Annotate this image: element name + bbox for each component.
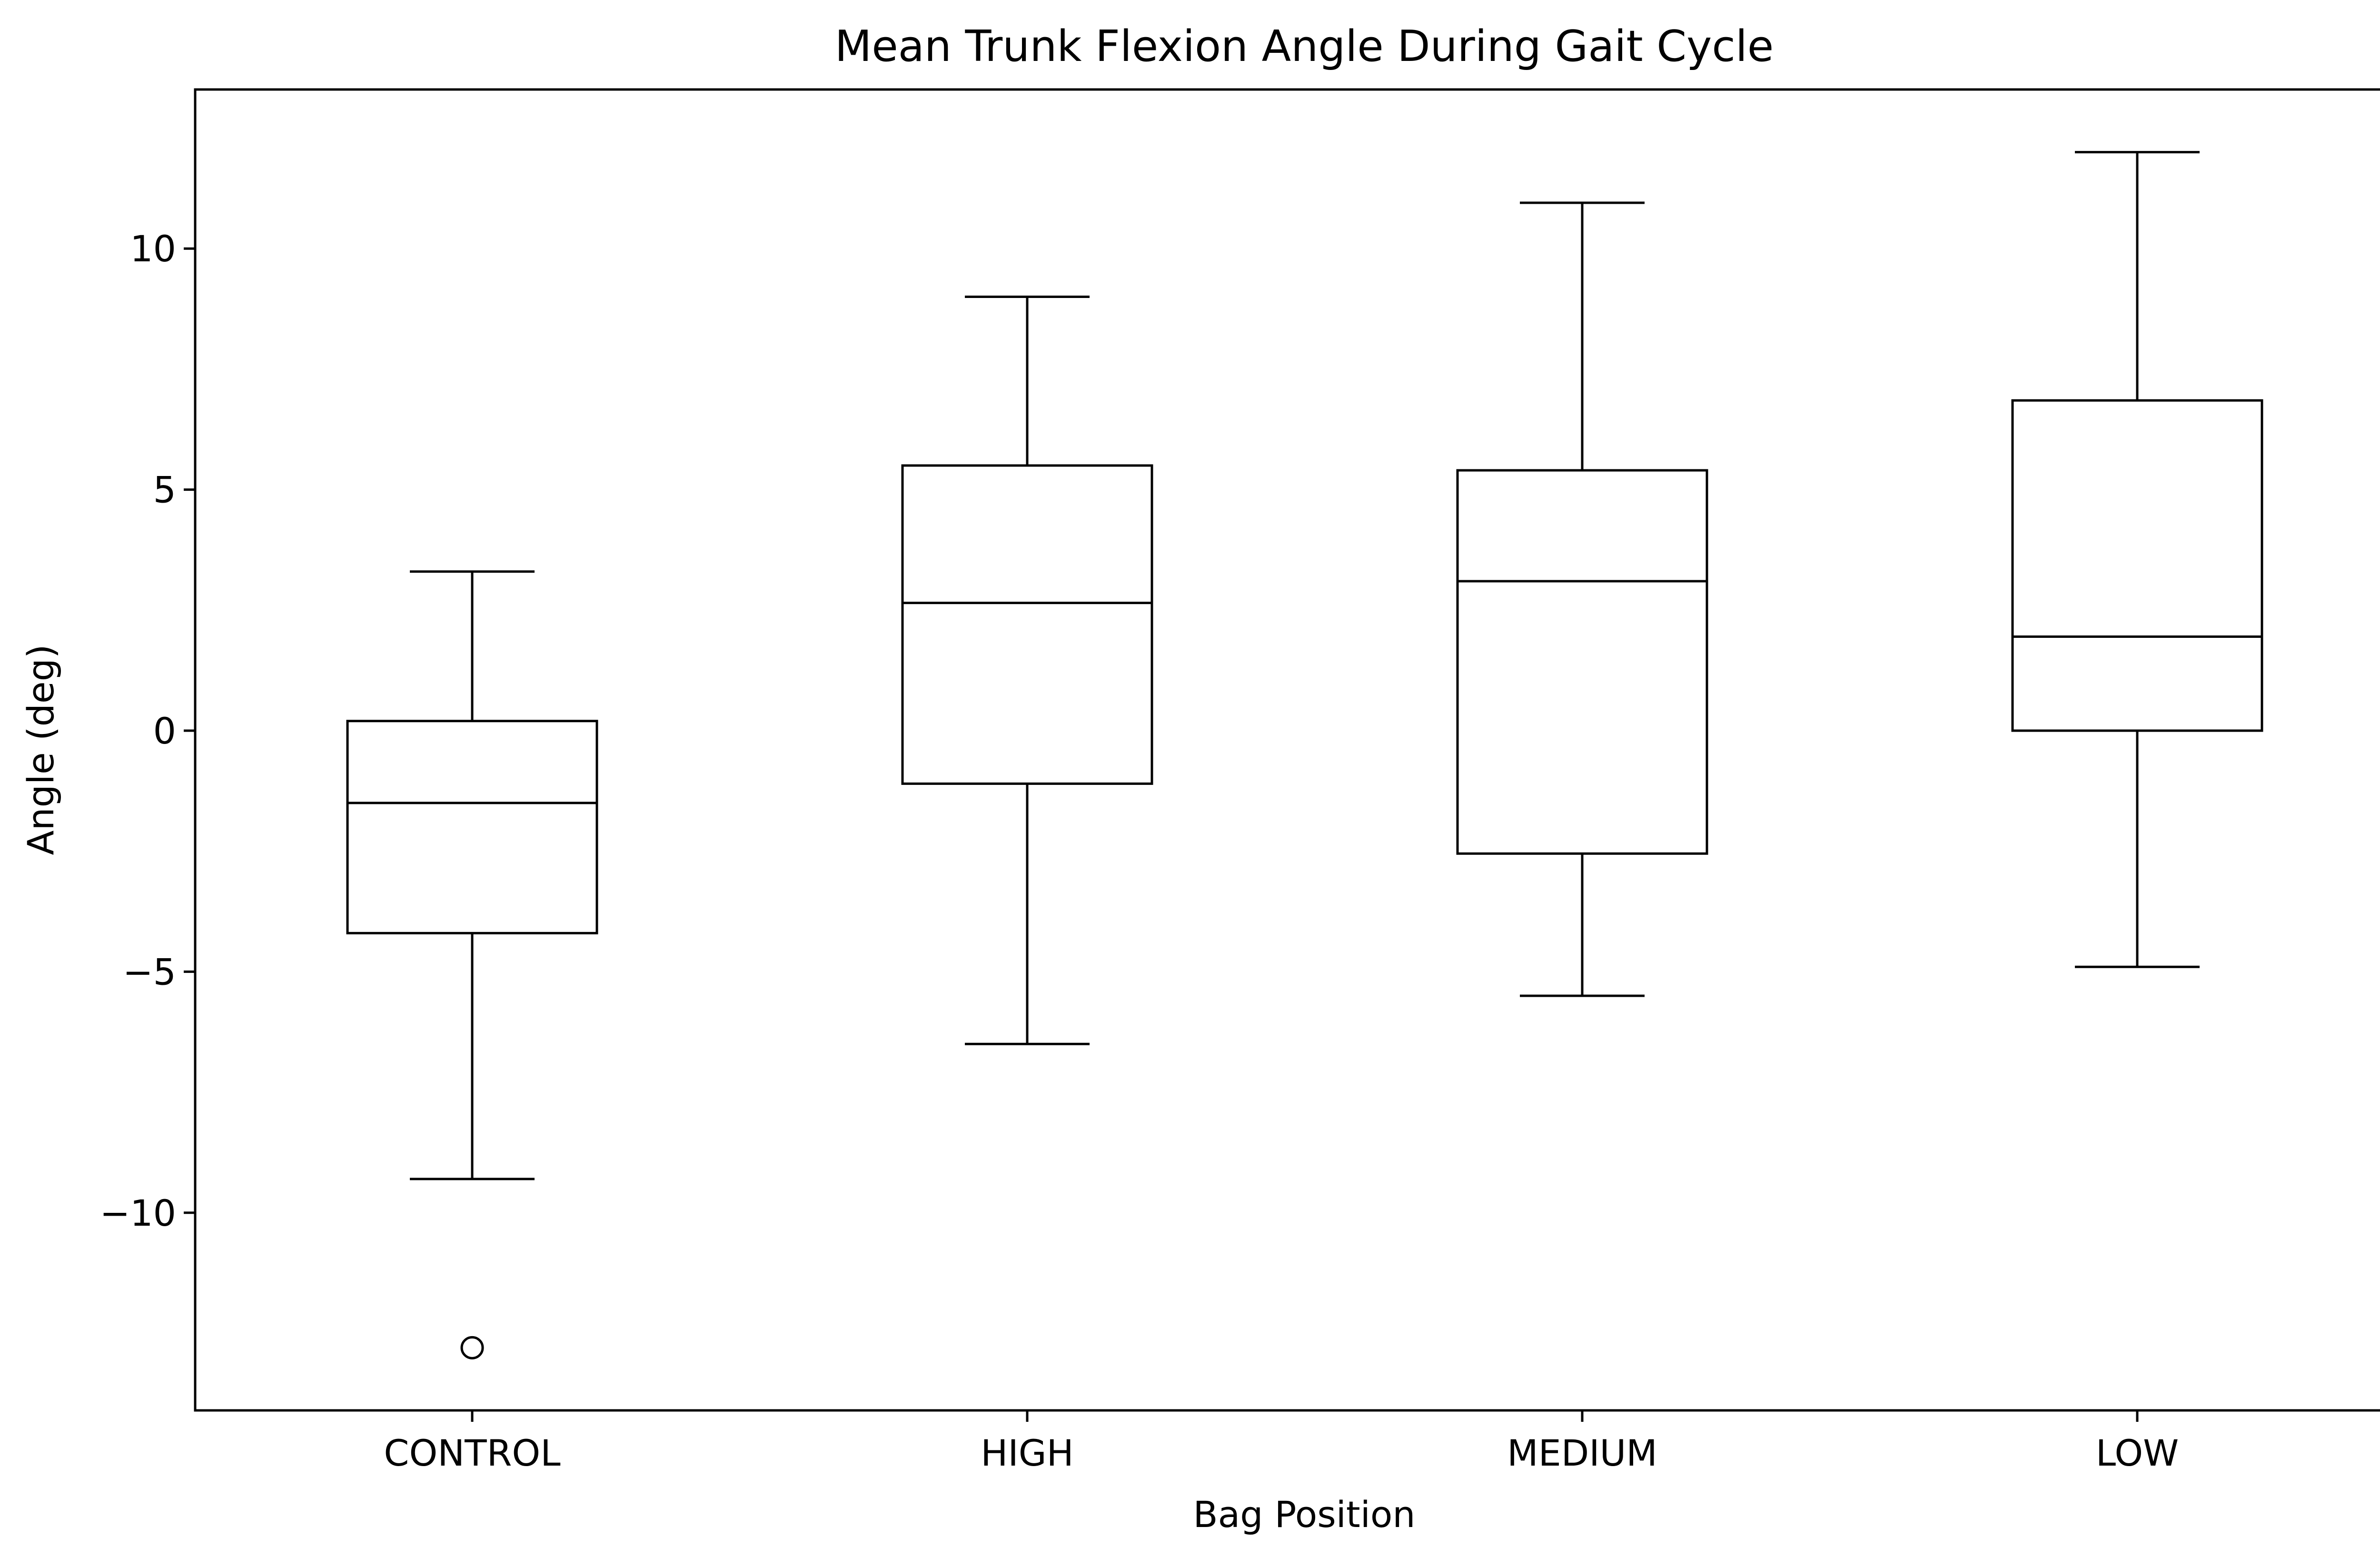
box-group-low: [2011, 151, 2263, 968]
box-group-high: [901, 295, 1153, 1045]
x-tick-label-control: CONTROL: [384, 1432, 560, 1474]
y-tick-label: 10: [130, 228, 176, 270]
box-iqr-high: [901, 464, 1153, 785]
plot-area-frame: [194, 88, 2380, 1412]
box-iqr-medium: [1456, 469, 1708, 855]
x-tick-label-high: HIGH: [981, 1432, 1074, 1474]
x-tick-label-medium: MEDIUM: [1507, 1432, 1657, 1474]
x-axis-ticks: CONTROL HIGH MEDIUM LOW: [384, 1410, 2179, 1474]
box-group-medium: [1456, 201, 1708, 997]
y-tick-label: 5: [153, 469, 176, 511]
y-tick-label: −10: [100, 1192, 176, 1234]
y-tick-label: 0: [153, 710, 176, 752]
y-tick-label: −5: [123, 951, 176, 993]
box-group-control: [346, 570, 598, 1359]
chart-title: Mean Trunk Flexion Angle During Gait Cyc…: [835, 21, 1774, 71]
outlier-point-control: [460, 1336, 484, 1359]
y-axis-label: Angle (deg): [20, 645, 62, 855]
box-iqr-control: [346, 720, 598, 934]
y-axis-ticks: −10 −5 0 5 10: [100, 228, 195, 1234]
box-iqr-low: [2011, 399, 2263, 732]
x-axis-label: Bag Position: [1193, 1493, 1415, 1536]
x-tick-label-low: LOW: [2096, 1432, 2179, 1474]
boxes-layer: [346, 151, 2263, 1359]
